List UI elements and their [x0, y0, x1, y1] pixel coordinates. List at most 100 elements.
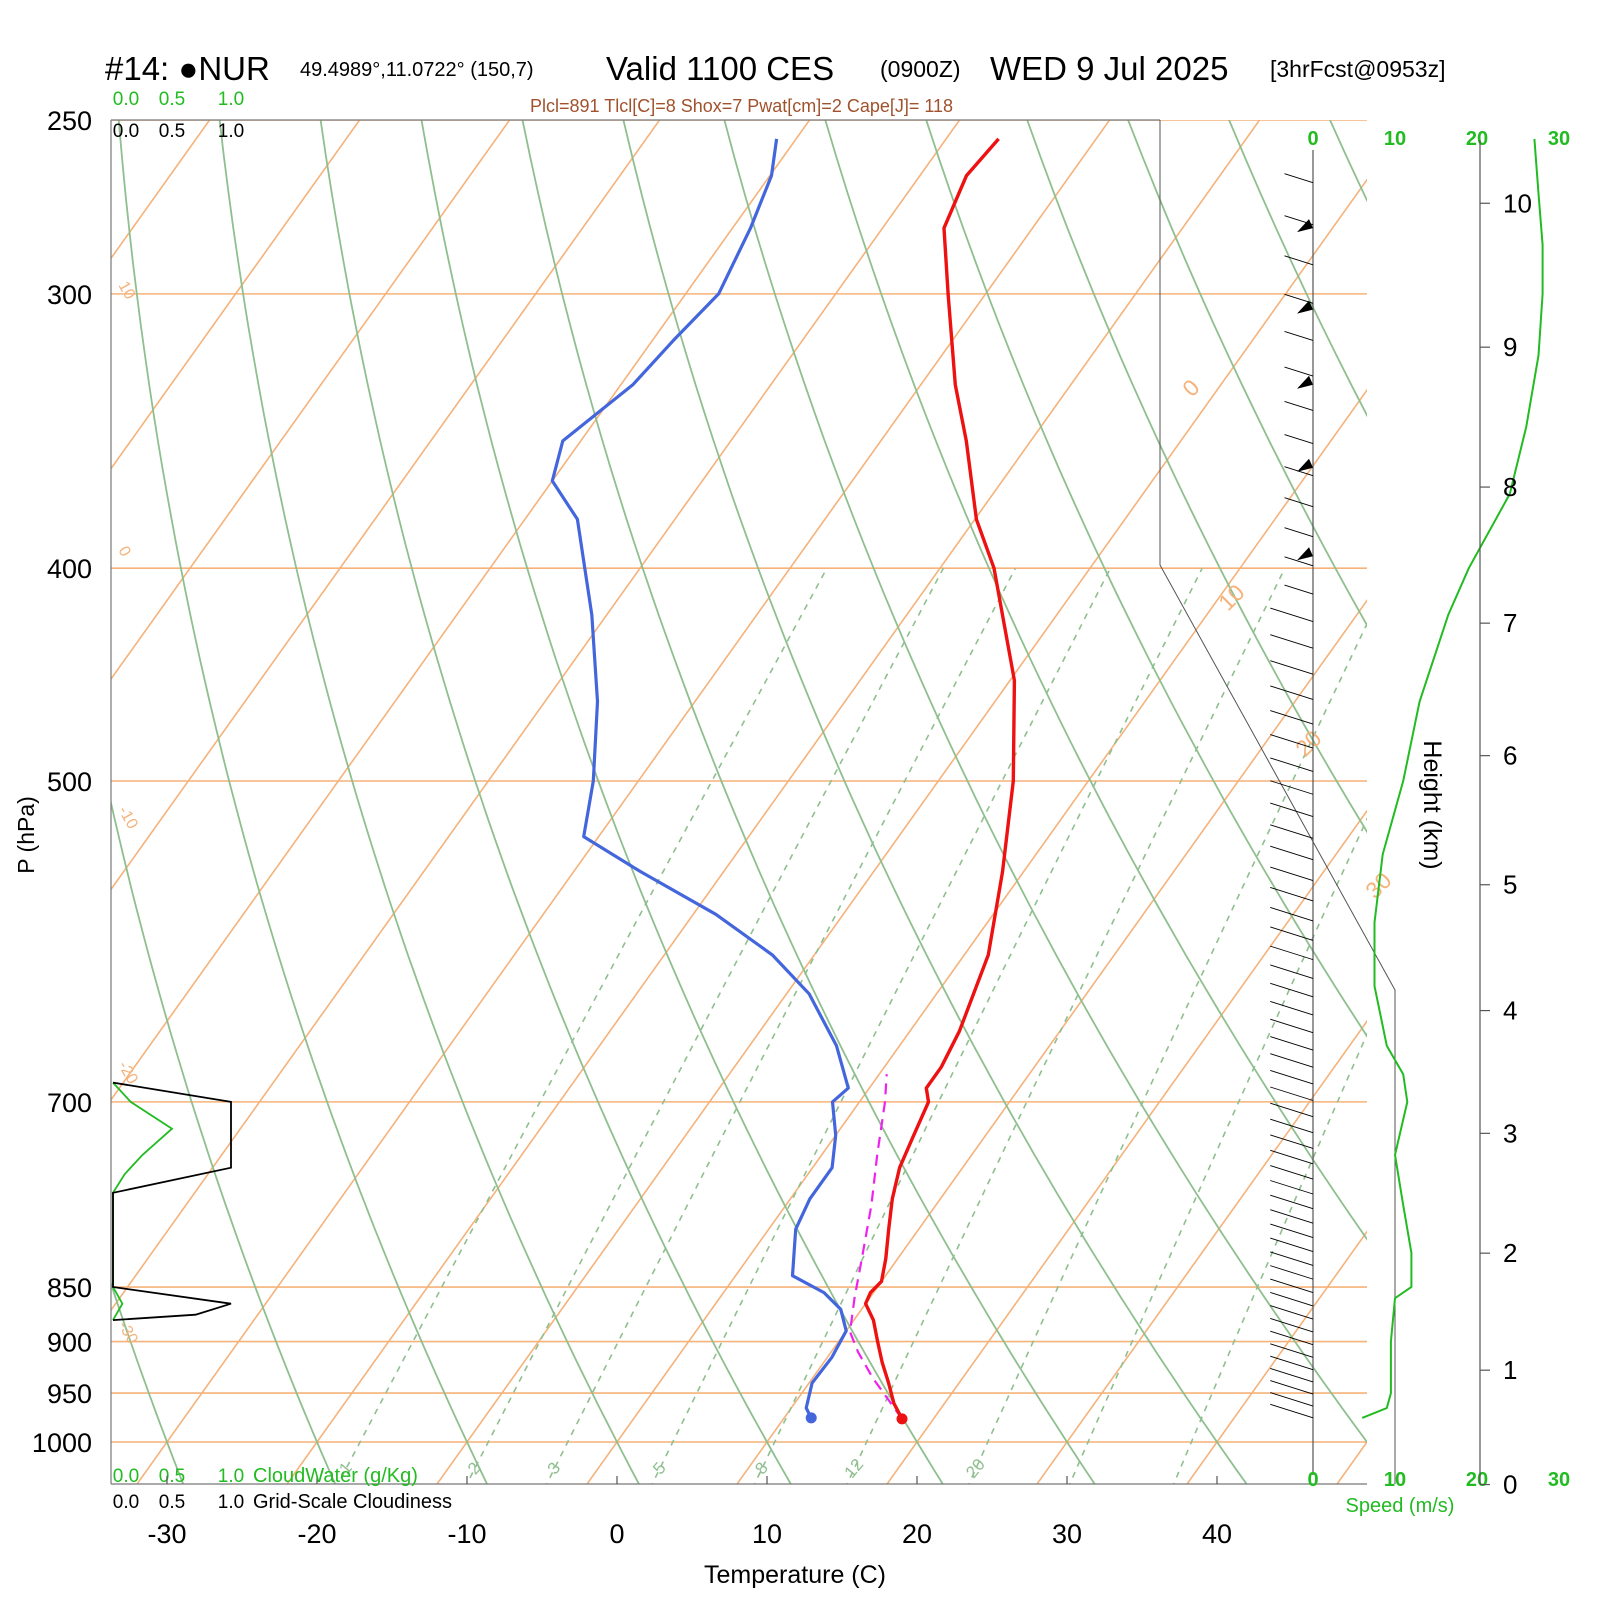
mixing-ratio-line — [968, 621, 1367, 1484]
surface-temperature-dot — [896, 1413, 908, 1425]
wind-barb-pennant — [1297, 375, 1313, 389]
pressure-tick-label: 250 — [47, 106, 92, 136]
dry-adiabat-line — [1026, 120, 1367, 834]
height-tick-label: 10 — [1503, 188, 1532, 218]
isotherm-line — [111, 120, 361, 471]
mixing-ratio-line — [753, 567, 1203, 1484]
right-frame — [1159, 120, 1396, 1484]
forecast-label: [3hrFcst@0953z] — [1270, 56, 1445, 82]
wind-barb — [1270, 1237, 1314, 1253]
wind-barb — [1270, 1053, 1314, 1068]
wind-barb — [1270, 1223, 1314, 1238]
isotherm-line — [586, 388, 1367, 1484]
wind-barb — [1270, 1392, 1314, 1407]
background-lines — [111, 120, 1367, 1484]
mixing-ratio-label: 3 — [544, 1459, 565, 1478]
mixing-ratio-line — [1068, 817, 1367, 1484]
wind-barb — [1270, 607, 1314, 622]
mixing-ratio-line — [465, 567, 945, 1484]
cloud-water-line — [112, 1081, 174, 1321]
isotherm-label: -30 — [115, 1319, 141, 1348]
isotherm-line — [136, 120, 1111, 1484]
wind-barb — [1284, 330, 1314, 341]
mixing-ratio-label: 5 — [649, 1459, 670, 1478]
temperature-tick-label: 30 — [1052, 1519, 1082, 1549]
wind-barb — [1270, 780, 1314, 795]
mixing-ratio-label: 8 — [751, 1459, 772, 1478]
wind-barb — [1284, 584, 1314, 595]
pressure-tick-label: 1000 — [32, 1428, 92, 1458]
mixing-ratio-label: 2 — [464, 1459, 485, 1478]
height-tick-label: 0 — [1503, 1470, 1517, 1500]
isotherm-label: 0 — [1177, 374, 1204, 401]
cloudiness-tick-bottom: 0.5 — [159, 1492, 185, 1513]
dry-adiabat-line — [420, 120, 944, 1484]
mixing-ratio-line — [337, 567, 828, 1484]
wind-barb — [1270, 1134, 1314, 1149]
speed-axis-title: Speed (m/s) — [1346, 1495, 1455, 1517]
height-tick-label: 9 — [1503, 332, 1517, 362]
pressure-tick-label: 400 — [47, 554, 92, 584]
side-panels: 001010202030300.00.00.00.00.50.50.50.51.… — [112, 89, 1570, 1513]
isotherm-label: 10 — [1213, 579, 1249, 615]
temperature-line — [863, 137, 1017, 1420]
speed-tick-label-top: 10 — [1384, 128, 1406, 150]
isotherm-line — [736, 599, 1367, 1484]
wind-barb — [1270, 964, 1314, 979]
wind-barb — [1284, 497, 1314, 508]
wind-barb — [1284, 527, 1314, 538]
isotherm-line — [886, 809, 1367, 1484]
isotherm-line — [111, 120, 811, 1102]
wind-barb — [1270, 1180, 1314, 1195]
cloud-water-tick-bottom: 0.0 — [113, 1466, 139, 1487]
temperature-tick-label: 20 — [902, 1519, 932, 1549]
cloudiness-line — [112, 1081, 232, 1321]
wind-barb — [1270, 845, 1314, 861]
dry-adiabat-line — [925, 120, 1367, 1038]
wind-barb — [1270, 824, 1314, 839]
height-tick-label: 8 — [1503, 472, 1517, 502]
wind-barb — [1270, 1165, 1314, 1180]
surface-dewpoint-dot — [805, 1412, 817, 1424]
height-tick-label: 6 — [1503, 741, 1517, 771]
wind-barb — [1270, 1251, 1314, 1266]
stability-indices: Plcl=891 Tlcl[C]=8 Shox=7 Pwat[cm]=2 Cap… — [530, 96, 953, 116]
wind-barb — [1270, 1278, 1314, 1294]
wind-barb — [1270, 926, 1314, 941]
isotherm-line — [1036, 1019, 1367, 1484]
wind-barb-pennant — [1297, 300, 1313, 314]
wind-barb — [1284, 400, 1314, 411]
isotherm-line — [436, 178, 1367, 1484]
temperature-tick-label: 10 — [752, 1519, 782, 1549]
pressure-tick-label: 850 — [47, 1273, 92, 1303]
wind-barb-pennant — [1297, 219, 1313, 233]
dry-adiabat-line — [111, 1281, 185, 1484]
wind-barb — [1270, 1343, 1314, 1358]
sounding-profiles — [550, 137, 1017, 1425]
temperature-tick-label: -20 — [297, 1519, 336, 1549]
wind-barb — [1270, 634, 1314, 649]
speed-tick-label-top: 20 — [1466, 128, 1488, 150]
isotherm-line — [286, 120, 1261, 1484]
dewpoint-line — [550, 138, 850, 1419]
wind-barb — [1270, 886, 1314, 902]
station-label: #14: ●NUR — [105, 50, 270, 87]
speed-tick-label-top: 30 — [1548, 128, 1570, 150]
cloud-water-tick-bottom: 1.0 — [218, 1466, 244, 1487]
isotherm-line — [1186, 1230, 1367, 1484]
cloudiness-tick-top: 1.0 — [218, 121, 244, 142]
pressure-tick-label: 700 — [47, 1088, 92, 1118]
cloudiness-tick-bottom: 0.0 — [113, 1492, 139, 1513]
cloudiness-title: Grid-Scale Cloudiness — [253, 1491, 452, 1513]
plot-frame — [110, 119, 1396, 1485]
cloud-water-tick-top: 0.5 — [159, 89, 185, 110]
wind-barb — [1284, 173, 1314, 184]
pressure-tick-label: 950 — [47, 1379, 92, 1409]
pressure-tick-label: 900 — [47, 1328, 92, 1358]
dry-adiabat-line — [1329, 120, 1367, 203]
mixing-ratio-line — [1172, 1032, 1367, 1484]
wind-barb — [1270, 685, 1314, 700]
wind-barb-pennant — [1297, 458, 1313, 472]
